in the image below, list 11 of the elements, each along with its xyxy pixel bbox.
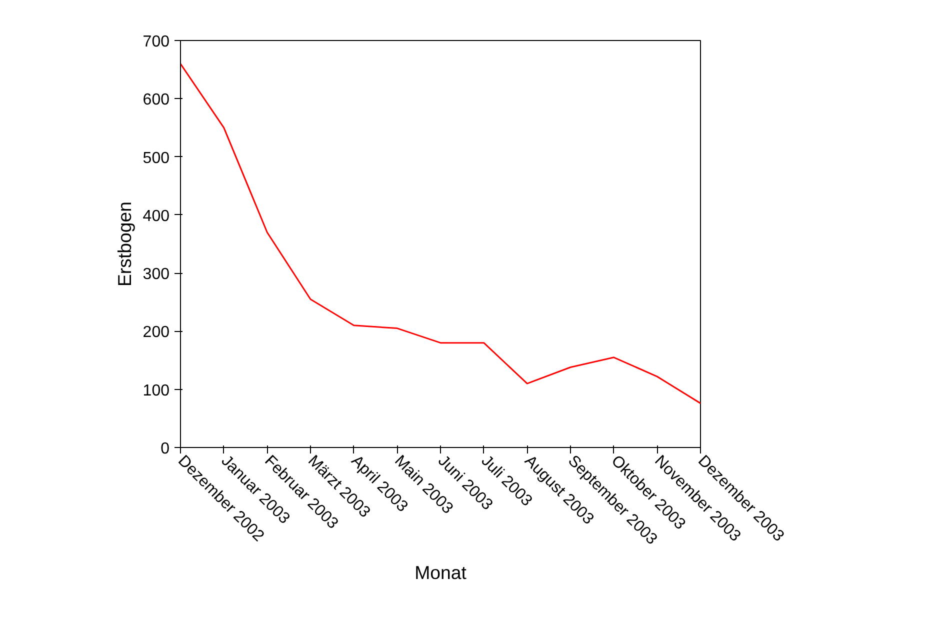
y-tick-label: 600 [142,92,170,109]
line-series [180,63,700,404]
y-tick-label: 0 [160,440,170,458]
y-tick-label: 300 [142,266,170,284]
y-tick-label: 100 [142,382,170,400]
y-tick-label: 400 [142,208,170,225]
y-tick-label: 700 [142,34,170,50]
y-tick-label: 200 [142,324,170,342]
y-axis-title: Erstbogen [114,201,135,287]
x-axis-title: Monat [414,562,468,584]
y-tick-label: 500 [142,150,170,167]
